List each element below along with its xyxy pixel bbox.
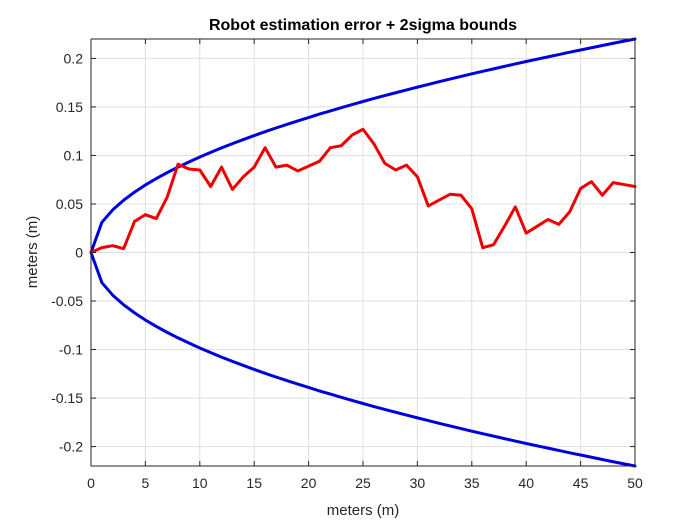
x-tick-label: 35: [464, 475, 480, 491]
x-axis-label: meters (m): [327, 502, 400, 519]
error-line: [89, 127, 637, 254]
y-tick-label: 0.2: [64, 50, 84, 66]
lower-bound-line: [89, 251, 637, 468]
y-tick-label: -0.05: [51, 293, 83, 309]
y-axis-label: meters (m): [24, 216, 41, 289]
ticks: [90, 39, 636, 466]
y-tick-label: 0.15: [56, 99, 83, 115]
x-tick-label: 25: [355, 475, 371, 491]
x-tick-labels: 0 5 10 15 20 25 30 35 40 45 50: [87, 475, 643, 491]
x-tick-label: 40: [518, 475, 534, 491]
x-tick-label: 20: [301, 475, 317, 491]
y-tick-label: -0.1: [59, 342, 83, 358]
x-tick-label: 50: [627, 475, 643, 491]
x-tick-label: 0: [87, 475, 95, 491]
y-tick-label: 0.1: [64, 147, 84, 163]
x-tick-label: 30: [410, 475, 426, 491]
x-tick-label: 10: [192, 475, 208, 491]
x-tick-label: 5: [142, 475, 150, 491]
y-tick-label: -0.15: [51, 390, 83, 406]
x-tick-label: 45: [573, 475, 589, 491]
series-group: [89, 37, 637, 468]
y-tick-label: -0.2: [59, 439, 83, 455]
y-tick-label: 0: [75, 245, 83, 261]
y-tick-labels: 0.2 0.15 0.1 0.05 0 -0.05 -0.1 -0.15 -0.2: [51, 50, 83, 454]
y-tick-label: 0.05: [56, 196, 83, 212]
chart-title: Robot estimation error + 2sigma bounds: [209, 17, 517, 34]
x-tick-label: 15: [246, 475, 262, 491]
